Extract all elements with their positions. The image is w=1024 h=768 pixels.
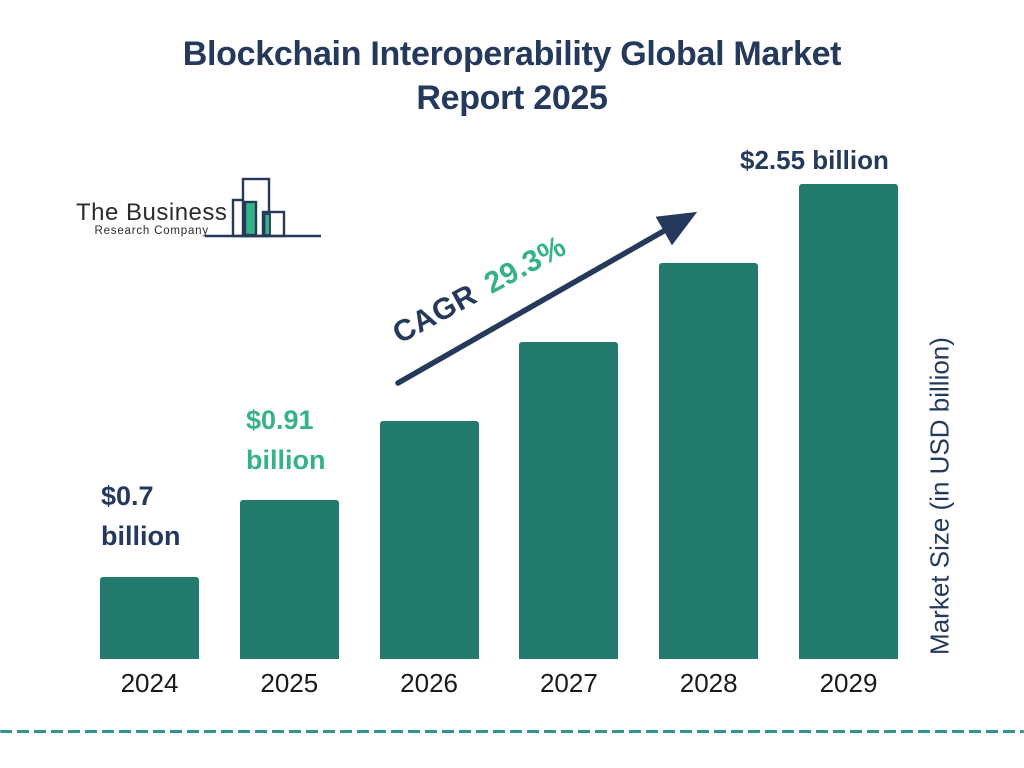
page-title: Blockchain Interoperability Global Marke… xyxy=(0,32,1024,120)
x-axis-label-2029: 2029 xyxy=(819,668,878,698)
company-name: The Business xyxy=(76,199,228,226)
x-axis-label-2024: 2024 xyxy=(120,668,179,698)
company-subtitle: Research Company xyxy=(94,225,209,237)
value-label-2024: $0.7 billion xyxy=(101,476,180,556)
value-label-2029: $2.55 billion xyxy=(740,140,889,180)
bar-2029 xyxy=(799,184,898,659)
company-logo: The Business Research Company xyxy=(76,176,323,240)
bar-2028 xyxy=(659,263,759,659)
x-axis-label-2028: 2028 xyxy=(679,668,738,698)
x-axis-label-2026: 2026 xyxy=(400,668,459,698)
page-title-line1: Blockchain Interoperability Global Marke… xyxy=(182,35,842,73)
value-label-2025-line1: $0.91 xyxy=(246,405,314,435)
company-logo-text: The Business Research Company xyxy=(76,201,227,240)
y-axis-label: Market Size (in USD billion) xyxy=(924,337,955,655)
value-label-2025: $0.91 billion xyxy=(246,400,325,480)
value-label-2025-line2: billion xyxy=(246,445,326,475)
bar-2027 xyxy=(519,342,619,659)
value-label-2029-line1: $2.55 billion xyxy=(740,145,889,175)
x-axis-label-2025: 2025 xyxy=(260,668,319,698)
value-label-2024-line1: $0.7 xyxy=(101,481,154,511)
bar-2026 xyxy=(379,421,479,659)
bar-chart-logo-icon xyxy=(205,177,322,238)
page-title-line2: Report 2025 xyxy=(416,79,608,117)
bar-2024 xyxy=(100,577,199,659)
value-label-2024-line2: billion xyxy=(101,521,181,551)
bar-2025 xyxy=(239,500,339,659)
x-axis-label-2027: 2027 xyxy=(539,668,598,698)
bottom-dashed-divider xyxy=(0,730,1024,733)
